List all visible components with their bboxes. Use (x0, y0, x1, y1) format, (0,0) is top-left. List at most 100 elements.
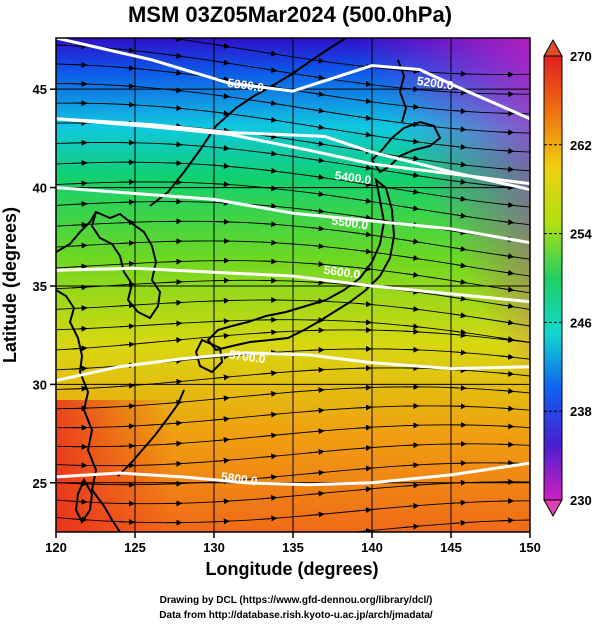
streamline-arrow (450, 178, 467, 185)
streamline (56, 424, 530, 448)
streamline-arrow (213, 181, 230, 188)
streamline-arrow (498, 423, 515, 430)
streamline-arrow (119, 219, 136, 226)
streamline-arrow (213, 436, 230, 443)
contour-line (56, 38, 530, 121)
streamline-arrow (71, 61, 88, 68)
streamline-arrow (498, 353, 515, 360)
streamline-arrow (403, 271, 420, 278)
streamline-arrow (403, 138, 420, 145)
x-tick-label: 130 (203, 540, 225, 555)
streamline-arrow (166, 87, 183, 94)
streamline-arrow (450, 262, 467, 269)
plot-area: 5200.0 5300.0 5400.0 5500.0 5600.0 5700.0 5800… (56, 27, 530, 532)
streamline-arrow (498, 370, 515, 377)
streamline-arrow (308, 428, 325, 435)
streamline-arrow (119, 382, 136, 389)
colorbar-body (543, 55, 563, 501)
streamline-arrow (498, 253, 515, 260)
streamline-arrow (308, 208, 325, 215)
streamline-arrow (308, 140, 325, 147)
y-axis-label: Latitude (degrees) (0, 207, 20, 363)
x-tick-label: 140 (361, 540, 383, 555)
streamline-arrow (166, 460, 183, 467)
streamline-arrow (71, 242, 88, 249)
x-tick-label: 135 (282, 540, 304, 555)
colorbar-label: 230 (570, 493, 592, 508)
streamline-arrow (450, 245, 467, 252)
contour-line (56, 186, 530, 245)
coastline-sakhalin (397, 59, 408, 123)
streamline-arrow (308, 74, 325, 81)
streamline-arrow (356, 404, 373, 411)
streamline-arrow (450, 499, 467, 506)
streamline-arrow (450, 229, 467, 236)
streamline-arrow (261, 67, 278, 73)
streamline-arrow (498, 405, 515, 412)
streamline-arrow (261, 203, 278, 210)
contour-label: 5400.0 (334, 168, 373, 187)
streamline-arrow (403, 86, 420, 93)
streamline-arrow (450, 385, 467, 392)
height-contours: 5200.0 5300.0 5400.0 5500.0 5600.0 5700.0 5800… (56, 38, 530, 488)
x-tick-label: 125 (124, 540, 146, 555)
streamline-arrow (403, 238, 420, 245)
streamline-arrow (308, 490, 325, 497)
streamline-arrow (166, 299, 183, 306)
streamline-arrow (119, 341, 136, 348)
streamline-arrow (308, 279, 325, 286)
streamline-arrow (166, 440, 183, 447)
coastline-russia (149, 38, 347, 207)
streamline (56, 240, 530, 277)
x-tick-label: 145 (440, 540, 462, 555)
streamline-arrow (356, 131, 373, 138)
streamline-arrow (261, 50, 278, 57)
colorbar-label: 270 (570, 49, 592, 64)
streamline-arrow (450, 144, 467, 151)
streamline-arrow (119, 403, 136, 410)
streamline (350, 519, 530, 532)
streamline-arrow (498, 219, 515, 226)
streamline-arrow (213, 59, 230, 66)
streamline-arrow (308, 511, 325, 518)
streamline-arrow (356, 465, 373, 472)
x-tick-label: 150 (519, 540, 541, 555)
contour-line (56, 266, 530, 304)
streamline-arrow (71, 43, 88, 50)
colorbar-label: 238 (570, 404, 592, 419)
streamline-arrow (403, 462, 420, 469)
streamline-arrow (213, 93, 230, 100)
streamline-arrow (356, 445, 373, 451)
streamline-arrow (498, 286, 515, 293)
streamline-arrow (450, 212, 467, 219)
contour-label: 5200.0 (416, 74, 455, 93)
streamline-arrow (166, 378, 183, 385)
streamline-arrow (356, 384, 373, 391)
streamline-arrow (403, 121, 420, 128)
chart-title: MSM 03Z05Mar2024 (500.0hPa) (128, 2, 452, 27)
streamline-arrow (403, 155, 420, 162)
y-tick-label: 30 (33, 377, 47, 392)
streamline-arrow (356, 98, 373, 105)
streamline-arrow (213, 518, 230, 525)
streamline-arrow (403, 346, 420, 353)
streamline-arrow (498, 336, 515, 343)
streamline-arrow (72, 27, 88, 28)
colorbar-label: 262 (570, 138, 592, 153)
streamline-arrow (308, 261, 325, 268)
streamline-arrow (356, 197, 373, 204)
streamline-arrow (403, 205, 420, 212)
streamline-arrow (261, 258, 278, 265)
streamline-arrow (308, 157, 325, 164)
streamline-arrow (403, 328, 420, 335)
colorbar-bottom-cap (543, 499, 563, 518)
streamline-arrow (71, 498, 88, 505)
streamline-arrow (356, 114, 373, 121)
streamline-arrow (308, 225, 325, 232)
streamline-arrow (450, 161, 467, 168)
coastline-ryukyu (117, 389, 185, 477)
streamline-arrow (119, 519, 136, 526)
streamline-arrow (71, 180, 88, 187)
streamline-arrow (308, 91, 325, 98)
